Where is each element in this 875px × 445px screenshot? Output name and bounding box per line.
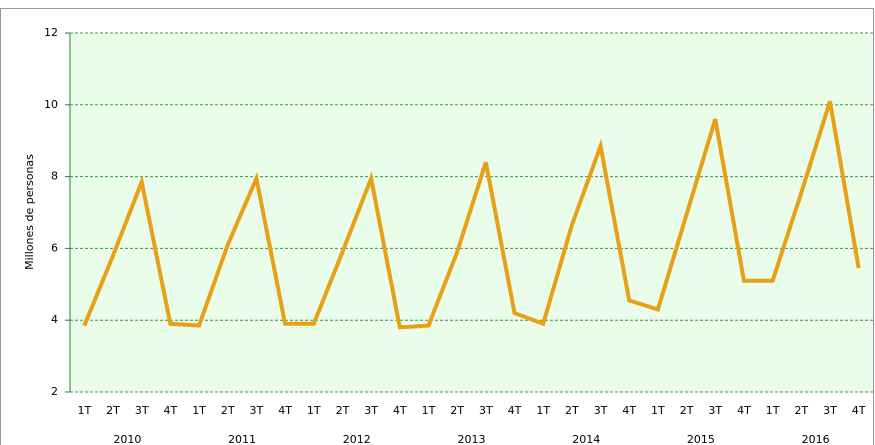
year-label: 2011 bbox=[228, 433, 256, 445]
x-tick-label: 1T bbox=[307, 404, 321, 417]
y-tick-label: 6 bbox=[51, 241, 58, 254]
x-tick-label: 2T bbox=[336, 404, 350, 417]
x-tick-label: 2T bbox=[680, 404, 694, 417]
x-tick-label: 1T bbox=[77, 404, 91, 417]
x-tick-label: 4T bbox=[393, 404, 407, 417]
y-tick-label: 4 bbox=[51, 313, 58, 326]
year-label: 2014 bbox=[572, 433, 600, 445]
year-label: 2016 bbox=[802, 433, 830, 445]
x-tick-label: 3T bbox=[594, 404, 608, 417]
x-tick-label: 1T bbox=[422, 404, 436, 417]
x-tick-label: 2T bbox=[221, 404, 235, 417]
year-label: 2013 bbox=[458, 433, 486, 445]
x-tick-label: 2T bbox=[794, 404, 808, 417]
x-tick-label: 4T bbox=[852, 404, 866, 417]
x-tick-label: 3T bbox=[135, 404, 149, 417]
x-tick-label: 3T bbox=[708, 404, 722, 417]
year-label: 2012 bbox=[343, 433, 371, 445]
x-tick-label: 3T bbox=[364, 404, 378, 417]
y-tick-label: 2 bbox=[51, 385, 58, 398]
year-label: 2010 bbox=[113, 433, 141, 445]
x-tick-label: 4T bbox=[278, 404, 292, 417]
x-tick-label: 4T bbox=[164, 404, 178, 417]
x-tick-label: 2T bbox=[106, 404, 120, 417]
x-tick-label: 3T bbox=[479, 404, 493, 417]
x-tick-label: 4T bbox=[737, 404, 751, 417]
x-tick-label: 1T bbox=[651, 404, 665, 417]
x-tick-label: 2T bbox=[450, 404, 464, 417]
year-label: 2015 bbox=[687, 433, 715, 445]
x-tick-label: 1T bbox=[536, 404, 550, 417]
x-tick-label: 3T bbox=[250, 404, 264, 417]
x-tick-label: 4T bbox=[508, 404, 522, 417]
x-tick-label: 3T bbox=[823, 404, 837, 417]
x-tick-label: 2T bbox=[565, 404, 579, 417]
x-tick-label: 1T bbox=[192, 404, 206, 417]
y-tick-label: 10 bbox=[44, 98, 58, 111]
y-tick-label: 8 bbox=[51, 170, 58, 183]
x-tick-label: 1T bbox=[766, 404, 780, 417]
y-tick-label: 12 bbox=[44, 26, 58, 39]
y-axis-label: Millones de personas bbox=[23, 154, 36, 270]
x-tick-label: 4T bbox=[622, 404, 636, 417]
data-line bbox=[82, 100, 861, 330]
